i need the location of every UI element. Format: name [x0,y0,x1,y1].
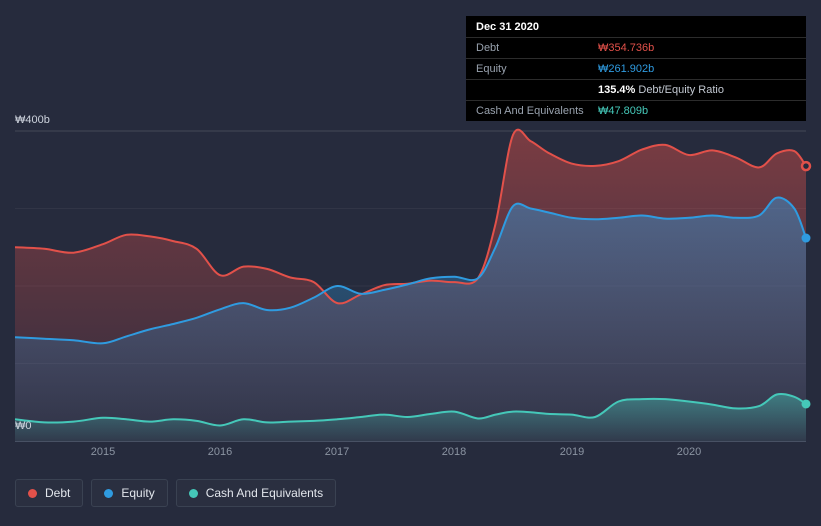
tooltip-row-equity: Equity ₩261.902b [466,59,806,80]
tooltip-ratio: 135.4% Debt/Equity Ratio [598,84,724,96]
legend-item-debt[interactable]: Debt [15,479,84,507]
x-axis-labels: 2015 2016 2017 2018 2019 2020 [15,446,806,460]
legend-cash-label: Cash And Equivalents [205,486,324,500]
equity-legend-dot-icon [104,488,114,498]
y-axis-label-0: ₩0 [15,420,32,432]
chart-tooltip: Dec 31 2020 Debt ₩354.736b Equity ₩261.9… [466,16,806,121]
chart-svg [14,128,812,442]
x-tick-label: 2015 [90,446,116,458]
x-tick-label: 2017 [324,446,350,458]
tooltip-ratio-suffix: Debt/Equity Ratio [635,84,724,96]
tooltip-debt-label: Debt [476,42,500,54]
equity-end-marker [801,233,811,243]
tooltip-date: Dec 31 2020 [466,16,806,38]
tooltip-row-debt: Debt ₩354.736b [466,38,806,59]
tooltip-cash-value: ₩47.809b [598,105,649,117]
chart-legend: Debt Equity Cash And Equivalents [15,479,337,507]
debt-legend-dot-icon [28,488,37,498]
legend-equity-label: Equity [121,486,155,500]
legend-debt-label: Debt [45,486,71,500]
tooltip-ratio-value: 135.4% [598,84,636,96]
legend-item-cash[interactable]: Cash And Equivalents [175,479,337,507]
chart-plot-area[interactable] [14,121,812,442]
x-tick-label: 2020 [676,446,702,458]
tooltip-equity-label: Equity [476,63,507,75]
cash-and-equivalents-end-marker [801,399,811,409]
debt-end-marker [800,160,812,172]
x-tick-label: 2019 [559,446,585,458]
x-tick-label: 2018 [441,446,467,458]
tooltip-cash-label: Cash And Equivalents [476,105,584,117]
x-tick-label: 2016 [207,446,233,458]
tooltip-debt-value: ₩354.736b [598,42,655,54]
tooltip-row-ratio: 135.4% Debt/Equity Ratio [466,80,806,101]
y-axis-label-400b: ₩400b [15,114,50,126]
tooltip-row-cash: Cash And Equivalents ₩47.809b [466,101,806,121]
legend-item-equity[interactable]: Equity [91,479,168,507]
cash-legend-dot-icon [188,488,198,498]
tooltip-equity-value: ₩261.902b [598,63,655,75]
